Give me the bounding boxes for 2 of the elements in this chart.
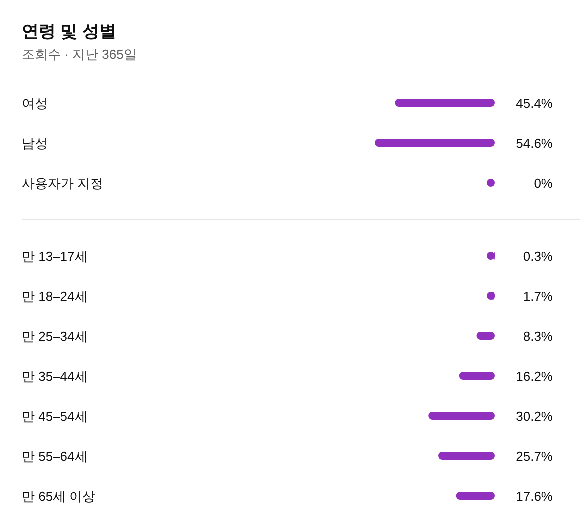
subtitle: 조회수 · 지난 365일	[22, 47, 137, 62]
title: 연령 및 성별	[22, 22, 116, 41]
